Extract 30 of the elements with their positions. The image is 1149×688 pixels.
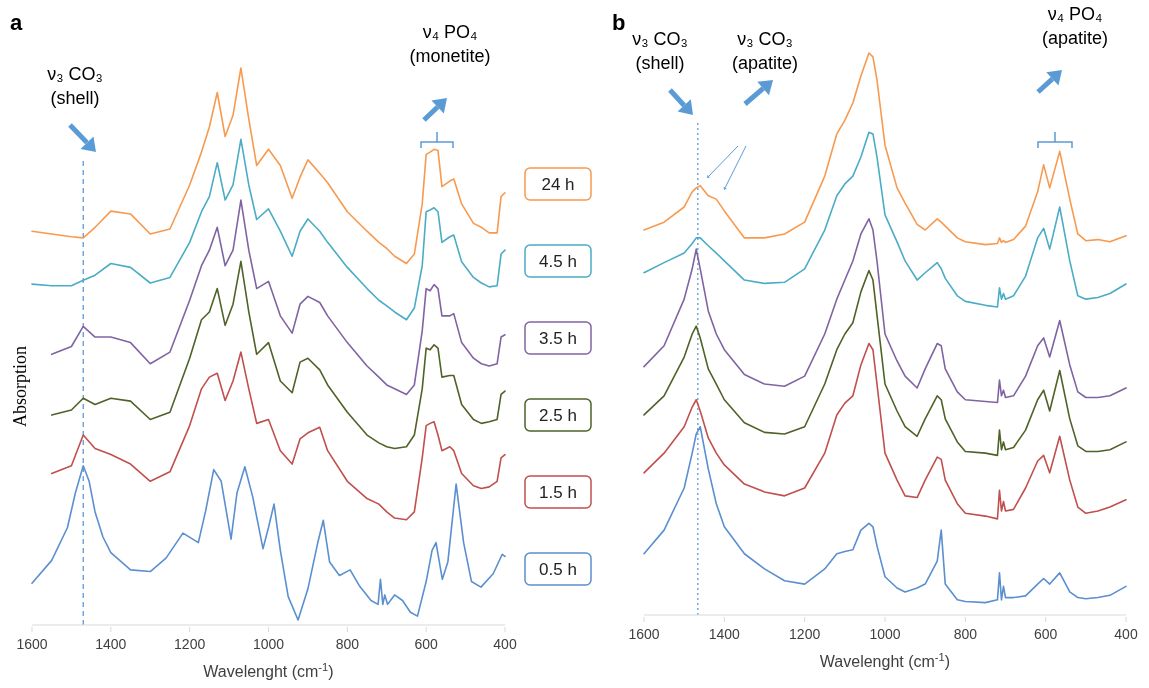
x-axis-title: Wavelenght (cm$^{-1}$) <box>819 651 951 670</box>
x-tick-label: 1400 <box>708 626 741 642</box>
x-tick-label: 400 <box>493 636 517 652</box>
chart-title: b <box>612 10 626 35</box>
x-tick-label: 400 <box>1114 626 1138 642</box>
chart-title: a <box>10 10 23 35</box>
text: ν₄ PO₄ (apatite) <box>1041 4 1109 48</box>
x-tick-label: 1200 <box>789 626 821 642</box>
text: 4.5 h <box>539 252 577 271</box>
x-tick-label: 1000 <box>252 636 285 652</box>
annotation: ν₃ CO₃ (apatite) <box>731 29 799 73</box>
x-tick-label: 600 <box>1033 626 1058 642</box>
annotation: ν₃ CO₃ (shell) <box>632 29 688 73</box>
x-tick-label: 800 <box>953 626 978 642</box>
text: 1.5 h <box>539 483 577 502</box>
x-tick-label: 600 <box>414 636 439 652</box>
text: ν₄ PO₄ (monetite) <box>409 22 491 66</box>
x-tick-label: 1600 <box>16 636 48 652</box>
x-tick-label: 1200 <box>174 636 206 652</box>
y-axis-title: Absorption <box>10 346 30 427</box>
x-tick-label: 1000 <box>869 626 901 642</box>
x-axis-title: Wavelenght (cm$^{-1}$) <box>203 661 334 680</box>
x-tick-label: 1600 <box>628 626 660 642</box>
text: 0.5 h <box>539 560 577 579</box>
text: 24 h <box>541 175 575 194</box>
annotation: ν₃ CO₃ (shell) <box>47 64 103 108</box>
x-tick-label: 800 <box>335 636 360 652</box>
text: 3.5 h <box>539 329 577 348</box>
text: 2.5 h <box>539 406 577 425</box>
x-tick-label: 1400 <box>95 636 127 652</box>
